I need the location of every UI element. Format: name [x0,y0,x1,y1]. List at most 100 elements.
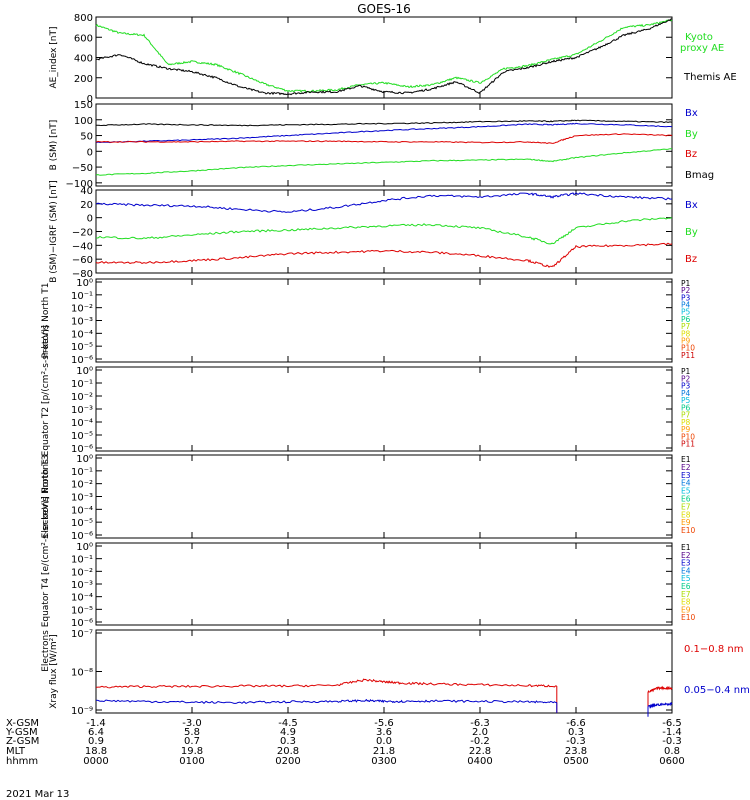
axis-value-y_gsm: 0.3 [568,727,584,738]
series-line-8-1-b [647,685,673,693]
axis-value-z_gsm: -0.2 [470,736,490,747]
y-tick-label: 10⁻³ [71,493,93,504]
legend-channel-e3: E3 [681,559,691,568]
axis-value-y_gsm: 6.4 [88,727,104,738]
y-tick-label: 10⁻⁹ [71,706,93,717]
y-tick-label: 400 [74,54,93,65]
axis-value-x_gsm: -3.0 [182,718,202,729]
y-tick-label: 10⁻¹ [71,555,93,566]
y-axis-label: Protons Equator T2 [p/(cm²-s-sr-keV)] [41,325,51,493]
series-line-1-1 [95,19,673,93]
y-tick-label: 10⁰ [76,366,93,377]
panel-frame [95,542,673,626]
y-tick-label: 10⁻³ [71,580,93,591]
legend-channel-p6: P6 [681,403,691,412]
axis-value-z_gsm: 0.0 [376,736,392,747]
y-tick-label: 10⁻⁴ [71,329,93,340]
axis-value-z_gsm: 0.9 [88,736,104,747]
panel-frame [95,454,673,539]
legend-channel-e10: E10 [681,526,696,535]
legend-channel-e9: E9 [681,518,691,527]
legend-channel-p4: P4 [681,389,691,398]
y-tick-label: 200 [74,74,93,85]
legend-long-band: 0.1−0.8 nm [684,644,743,655]
y-axis-label: B (SM) [nT] [49,120,59,171]
y-tick-label: 10⁰ [76,542,93,553]
y-axis-label: AE_index [nT] [49,26,59,88]
y-tick-label: 40 [80,186,93,197]
legend-channel-e10: E10 [681,613,696,622]
panel-frame [95,103,673,187]
y-tick-label: 10⁻² [71,567,93,578]
panel-frame [95,278,673,363]
y-tick-label: 10⁻⁴ [71,418,93,429]
y-tick-label: −50 [72,163,93,174]
legend-channel-p5: P5 [681,308,691,317]
y-tick-label: 10⁻³ [71,317,93,328]
axis-value-x_gsm: -5.6 [374,718,394,729]
axis-value-hhmm: 0400 [467,756,492,767]
y-tick-label: 10⁻⁶ [71,531,93,542]
y-tick-label: 10⁻¹ [71,467,93,478]
panel-3: −80 −60 −40 −20 0 20 40 B (SM)−IGRF (SM) [nT] Bx… [49,180,698,283]
y-axis-label: Electrons North T3 [41,455,51,539]
axis-value-y_gsm: -1.4 [662,727,682,738]
panel-frame [95,16,673,99]
legend-channel-e3: E3 [681,471,691,480]
orbit-axis-footer: 2021 Mar 13 X-GSMY-GSMZ-GSMMLThhmm-1.46.… [5,718,685,800]
row-label-hhmm: hhmm [6,756,38,767]
axis-value-hhmm: 0100 [179,756,204,767]
y-tick-label: 100 [74,116,93,127]
legend-channel-e2: E2 [681,463,691,472]
legend-by: By [685,227,698,238]
axis-value-y_gsm: 5.8 [184,727,200,738]
legend-channel-e9: E9 [681,605,691,614]
legend-channel-p2: P2 [681,286,691,295]
legend-channel-p10: P10 [681,344,695,353]
y-tick-label: 10⁻⁸ [71,668,93,679]
legend-channel-p7: P7 [681,411,691,420]
y-tick-label: 10⁻⁵ [71,431,93,442]
y-tick-label: −80 [72,269,93,280]
axis-value-x_gsm: -6.5 [662,718,682,729]
legend-kyoto-sub: proxy AE [680,43,724,54]
panel-6: 10⁰ 10⁻¹ 10⁻² 10⁻³10⁻⁴ 10⁻⁵ 10⁻⁶ Electrons Nor… [41,454,696,542]
axis-value-mlt: 19.8 [181,746,203,757]
y-tick-label: 10⁻⁶ [71,444,93,455]
y-tick-label: 150 [74,100,93,111]
y-tick-label: 10⁻¹ [71,379,93,390]
legend-channel-e7: E7 [681,502,691,511]
legend-channel-p1: P1 [681,367,691,376]
axis-value-hhmm: 0500 [563,756,588,767]
legend-channel-e4: E4 [681,479,691,488]
legend-channel-e8: E8 [681,598,691,607]
axis-value-mlt: 0.8 [664,746,680,757]
y-tick-label: 10⁻⁴ [71,505,93,516]
panel-5: 10⁰ 10⁻¹ 10⁻² 10⁻³ 10⁻⁴ 10⁻⁵ 10⁻⁶ Protons Equat… [41,325,695,493]
legend-bz: Bz [685,149,697,160]
axis-value-hhmm: 0000 [83,756,108,767]
series-line-2-3 [95,133,673,145]
axis-value-hhmm: 0300 [371,756,396,767]
y-tick-label: 0 [87,214,93,225]
legend-bz: Bz [685,254,697,265]
y-tick-label: −20 [72,228,93,239]
date-label: 2021 Mar 13 [6,789,69,800]
axis-value-y_gsm: 2.0 [472,727,488,738]
y-axis-label: Electrons Equator T4 [e/(cm²-s-sr-keV)] [41,496,51,672]
y-tick-label: 10⁻⁵ [71,518,93,529]
y-tick-label: 10⁰ [76,278,93,289]
legend-by: By [685,129,698,140]
row-label-mlt: MLT [6,746,26,757]
plot-title: GOES-16 [357,2,411,16]
y-tick-label: 10⁻⁶ [71,618,93,629]
legend-channel-p4: P4 [681,301,691,310]
legend-channel-e5: E5 [681,574,691,583]
y-tick-label: 0 [87,147,93,158]
axis-value-z_gsm: -0.3 [662,736,682,747]
series-line-2-4 [95,119,673,127]
